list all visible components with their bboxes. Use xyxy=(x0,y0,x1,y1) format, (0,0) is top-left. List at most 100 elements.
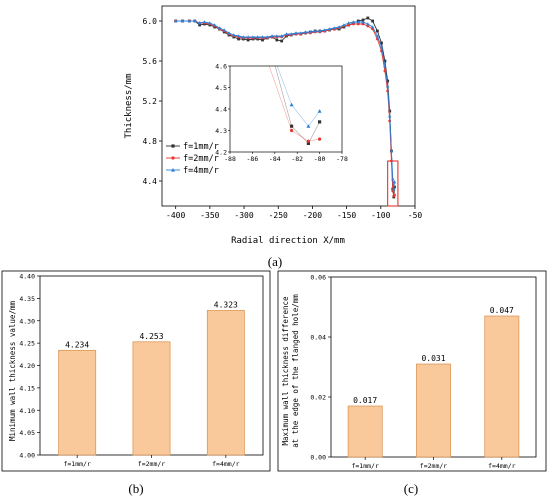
data-point xyxy=(337,25,341,29)
inset-series-line-3 xyxy=(276,66,320,127)
bar xyxy=(347,405,383,458)
data-point xyxy=(346,21,351,25)
legend-marker xyxy=(171,144,175,148)
data-point xyxy=(227,31,231,35)
inset-y-tick-label: 4.4 xyxy=(215,106,227,114)
inset-data-point xyxy=(290,124,294,128)
data-point xyxy=(322,28,327,32)
y-tick-label: 4.30 xyxy=(19,317,35,325)
x-tick-label: -100 xyxy=(371,211,390,220)
data-point xyxy=(197,21,202,25)
data-point xyxy=(212,23,217,27)
data-point xyxy=(383,59,387,63)
y-tick-label: 4.40 xyxy=(19,273,35,281)
data-point xyxy=(237,37,240,41)
inset-data-point xyxy=(306,139,310,143)
inset-x-tick-label: -82 xyxy=(291,155,303,163)
y-tick-label: 0.00 xyxy=(310,454,326,462)
inset-series-line-2 xyxy=(268,66,320,142)
legend-entry: f=4mm/r xyxy=(183,166,219,176)
inset-series-line-1 xyxy=(274,66,320,144)
y-tick-label: 5.2 xyxy=(143,97,158,106)
y-tick-label: 6.0 xyxy=(143,17,158,26)
thickness-line-chart: -400 -350 -300 -250 -200 -150 -100 -50 4.4 4.8 5.2… xyxy=(124,5,422,246)
minimum-thickness-bar-chart: 4.00 4.05 4.10 4.15 4.20 4.25 4.30 4.35 4.40 4.23… xyxy=(1,270,271,496)
data-point xyxy=(318,29,322,33)
y-tick-label: 0.02 xyxy=(310,394,326,402)
data-point xyxy=(313,29,317,33)
y-tick-label: 4.10 xyxy=(19,407,35,415)
x-tick-label: f=1mm/r xyxy=(63,460,90,468)
bar xyxy=(416,363,451,458)
x-tick-label: -300 xyxy=(234,211,253,220)
data-point xyxy=(246,38,250,42)
x-tick-label: -350 xyxy=(200,211,219,220)
x-tick-label: f=2mm/r xyxy=(138,460,165,468)
data-point xyxy=(270,34,274,38)
x-tick-label: f=1mm/r xyxy=(351,462,378,470)
inset-frame xyxy=(229,65,343,153)
data-point xyxy=(393,185,396,189)
bar-value-label: 0.017 xyxy=(353,396,377,405)
panel-a-label: (a) xyxy=(268,254,282,269)
x-tick-label: f=4mm/r xyxy=(212,460,239,468)
data-point xyxy=(387,114,392,118)
data-point xyxy=(208,21,212,25)
data-point xyxy=(251,35,255,39)
data-point xyxy=(236,34,241,38)
x-tick-label: f=2mm/r xyxy=(420,462,447,470)
data-point xyxy=(308,30,313,34)
y-tick-label: 4.8 xyxy=(143,137,158,146)
data-point xyxy=(198,23,202,27)
bar xyxy=(484,315,520,458)
legend-entry: f=1mm/r xyxy=(183,142,219,152)
inset-y-tick-label: 4.3 xyxy=(215,127,227,135)
data-point xyxy=(380,41,383,45)
data-point xyxy=(202,20,207,24)
bar xyxy=(132,341,171,456)
y-tick-label: 4.15 xyxy=(19,384,35,392)
data-point xyxy=(265,35,270,39)
y-axis-title-line-1: Maximum wall thickness difference xyxy=(281,296,290,445)
panel-label-a: (a) xyxy=(268,254,282,269)
inset-x-tick-label: -84 xyxy=(269,155,281,163)
data-point xyxy=(279,34,284,38)
bar-value-label: 0.047 xyxy=(490,306,514,315)
data-point xyxy=(385,84,390,88)
panel-b-border xyxy=(1,270,271,472)
inset-data-point xyxy=(318,120,322,124)
data-point xyxy=(391,177,395,181)
data-point xyxy=(366,22,370,26)
x-tick-label: -400 xyxy=(166,211,185,220)
panel-c-label: (c) xyxy=(404,481,418,496)
inset-data-point xyxy=(290,128,294,133)
x-tick-label: -250 xyxy=(269,211,288,220)
y-tick-label: 0.06 xyxy=(310,274,326,282)
data-point xyxy=(260,35,265,39)
data-point xyxy=(303,30,308,34)
data-point xyxy=(366,16,370,20)
data-point xyxy=(217,26,222,30)
data-point xyxy=(383,64,387,68)
data-point xyxy=(255,35,260,39)
data-point xyxy=(173,19,178,23)
x-tick-label: -150 xyxy=(337,211,356,220)
inset-data-point xyxy=(306,141,310,145)
bar xyxy=(58,349,97,456)
inset-data-point xyxy=(318,137,322,141)
inset-x-tick-label: -80 xyxy=(314,155,326,163)
inset-y-tick-label: 4.5 xyxy=(215,84,227,92)
data-point xyxy=(222,28,226,32)
y-tick-label: 5.6 xyxy=(143,57,158,66)
data-point xyxy=(386,79,390,83)
data-point xyxy=(232,33,236,37)
panel-c-border xyxy=(277,270,547,472)
data-point xyxy=(375,34,380,38)
data-point xyxy=(379,45,384,49)
y-tick-label: 4.05 xyxy=(19,429,35,437)
inset-x-tick-label: -78 xyxy=(336,155,348,163)
legend-entry: f=2mm/r xyxy=(183,154,219,164)
data-point xyxy=(275,34,279,38)
x-tick-label: -200 xyxy=(303,211,322,220)
data-point xyxy=(284,32,289,36)
